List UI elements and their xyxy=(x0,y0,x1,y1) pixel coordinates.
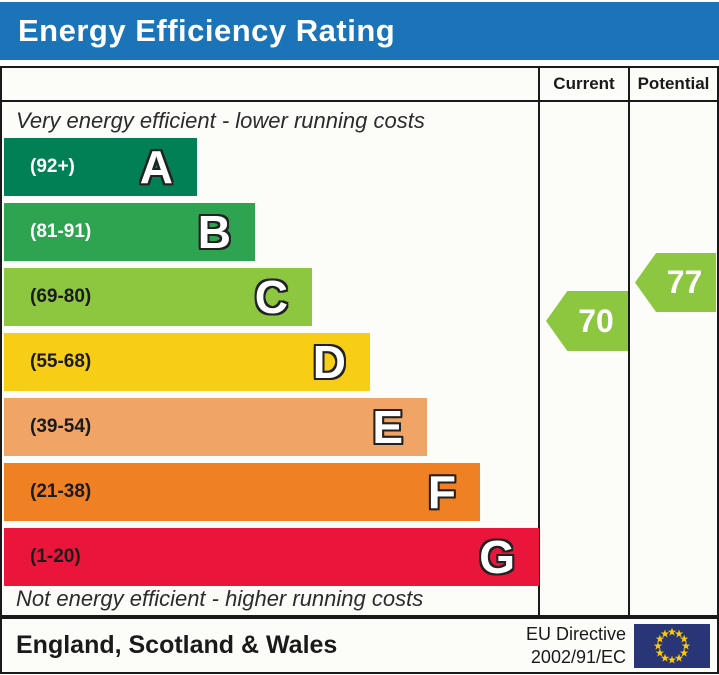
caption-not-efficient: Not energy efficient - higher running co… xyxy=(16,586,424,611)
band-row-e: (39-54) E xyxy=(4,398,427,456)
band-row-f: (21-38) F xyxy=(4,463,480,521)
band-range-label: (39-54) xyxy=(30,416,92,437)
band-range-label: (55-68) xyxy=(30,351,92,372)
band-row-c: (69-80) C xyxy=(4,268,312,326)
title-bar: Energy Efficiency Rating xyxy=(0,2,719,60)
column-header-current: Current xyxy=(553,74,615,93)
band-range-label: (69-80) xyxy=(30,286,92,307)
band-letter: F xyxy=(427,466,456,518)
band-letter: B xyxy=(197,206,231,258)
band-letter: E xyxy=(372,401,403,453)
column-header-potential: Potential xyxy=(637,74,710,93)
directive-group: EU Directive 2002/91/EC xyxy=(526,623,710,668)
page-title: Energy Efficiency Rating xyxy=(18,13,396,48)
band-letter: A xyxy=(139,141,173,193)
header-divider xyxy=(2,100,717,102)
column-divider-potential xyxy=(628,68,630,615)
band-range-label: (1-20) xyxy=(30,546,81,567)
region-label: England, Scotland & Wales xyxy=(16,631,338,659)
eu-directive-line2: 2002/91/EC xyxy=(530,646,626,667)
band-range-label: (21-38) xyxy=(30,481,92,502)
eu-directive-line1: EU Directive xyxy=(525,624,626,644)
eu-flag-icon xyxy=(634,623,710,668)
potential-rating-value: 77 xyxy=(666,264,703,300)
caption-very-efficient: Very energy efficient - lower running co… xyxy=(16,108,425,133)
band-letter: C xyxy=(254,271,288,323)
eu-directive-label: EU Directive 2002/91/EC xyxy=(526,623,626,668)
band-row-b: (81-91) B xyxy=(4,203,255,261)
current-rating-value: 70 xyxy=(578,302,614,339)
band-range-label: (81-91) xyxy=(30,221,92,242)
column-divider-current xyxy=(538,68,540,615)
band-letter: D xyxy=(312,336,346,388)
band-range-label: (92+) xyxy=(30,156,75,177)
band-row-a: (92+) A xyxy=(4,138,197,196)
footer-bar: England, Scotland & Wales EU Directive 2… xyxy=(0,617,719,674)
band-letter: G xyxy=(479,531,515,583)
band-row-g: (1-20) G xyxy=(4,528,539,586)
band-row-d: (55-68) D xyxy=(4,333,370,391)
